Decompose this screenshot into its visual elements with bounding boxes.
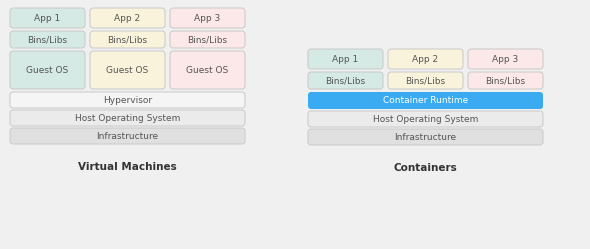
Text: Guest OS: Guest OS (186, 65, 229, 74)
FancyBboxPatch shape (388, 72, 463, 89)
Text: App 1: App 1 (332, 55, 359, 63)
Text: App 3: App 3 (194, 13, 221, 22)
Text: Host Operating System: Host Operating System (373, 115, 478, 124)
FancyBboxPatch shape (308, 72, 383, 89)
FancyBboxPatch shape (10, 51, 85, 89)
Text: Hypervisor: Hypervisor (103, 96, 152, 105)
Text: App 1: App 1 (34, 13, 61, 22)
FancyBboxPatch shape (170, 51, 245, 89)
Text: Bins/Libs: Bins/Libs (28, 35, 68, 44)
FancyBboxPatch shape (10, 8, 85, 28)
FancyBboxPatch shape (90, 51, 165, 89)
Text: App 2: App 2 (412, 55, 438, 63)
FancyBboxPatch shape (170, 31, 245, 48)
FancyBboxPatch shape (10, 92, 245, 108)
FancyBboxPatch shape (90, 31, 165, 48)
Text: Bins/Libs: Bins/Libs (486, 76, 526, 85)
Text: Bins/Libs: Bins/Libs (107, 35, 148, 44)
Text: Guest OS: Guest OS (27, 65, 68, 74)
Text: Containers: Containers (394, 163, 457, 173)
Text: Infrastructure: Infrastructure (395, 132, 457, 141)
Text: Infrastructure: Infrastructure (96, 131, 159, 140)
Text: App 2: App 2 (114, 13, 140, 22)
FancyBboxPatch shape (308, 129, 543, 145)
FancyBboxPatch shape (468, 49, 543, 69)
Text: Bins/Libs: Bins/Libs (405, 76, 445, 85)
Text: Bins/Libs: Bins/Libs (188, 35, 228, 44)
FancyBboxPatch shape (308, 111, 543, 127)
Text: Host Operating System: Host Operating System (75, 114, 180, 123)
Text: Guest OS: Guest OS (106, 65, 149, 74)
FancyBboxPatch shape (468, 72, 543, 89)
FancyBboxPatch shape (90, 8, 165, 28)
Text: Bins/Libs: Bins/Libs (326, 76, 366, 85)
Text: Virtual Machines: Virtual Machines (78, 162, 177, 172)
FancyBboxPatch shape (388, 49, 463, 69)
FancyBboxPatch shape (308, 49, 383, 69)
FancyBboxPatch shape (10, 128, 245, 144)
FancyBboxPatch shape (170, 8, 245, 28)
FancyBboxPatch shape (308, 92, 543, 109)
FancyBboxPatch shape (10, 31, 85, 48)
FancyBboxPatch shape (10, 110, 245, 126)
Text: Container Runtime: Container Runtime (383, 96, 468, 105)
Text: App 3: App 3 (493, 55, 519, 63)
